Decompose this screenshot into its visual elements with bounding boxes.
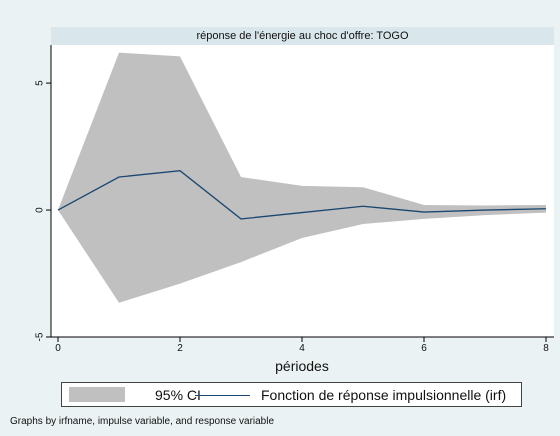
x-tick-label: 0	[55, 343, 61, 354]
y-tick-label: 5	[35, 80, 46, 86]
x-tick-label: 4	[299, 343, 305, 354]
legend-swatch-ci	[69, 387, 125, 402]
legend: 95% CI Fonction de réponse impulsionnell…	[61, 382, 522, 407]
legend-swatch-irf	[195, 395, 250, 396]
ci-band	[58, 52, 546, 303]
x-tick-label: 6	[421, 343, 427, 354]
y-tick-label: -5	[35, 332, 46, 341]
legend-label-ci: 95% CI	[155, 387, 201, 403]
x-axis-label: périodes	[275, 358, 329, 374]
graph-note: Graphs by irfname, impulse variable, and…	[10, 416, 275, 427]
legend-label-irf: Fonction de réponse impulsionnelle (irf)	[261, 387, 507, 403]
y-tick-label: 0	[35, 207, 46, 213]
x-tick-label: 2	[177, 343, 183, 354]
irf-line	[57, 170, 547, 220]
x-tick-label: 8	[543, 343, 549, 354]
panel-title: réponse de l'énergie au choc d'offre: TO…	[51, 27, 554, 45]
